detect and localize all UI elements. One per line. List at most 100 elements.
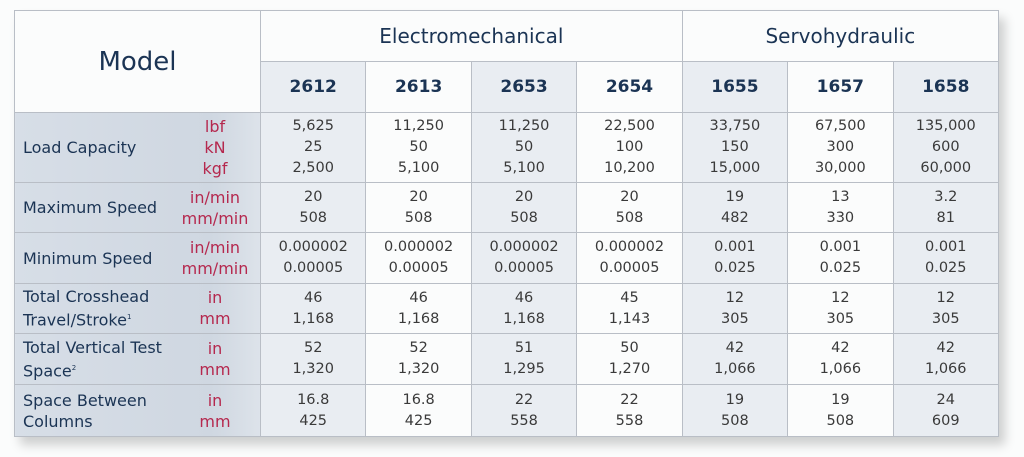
value-cell: 46 1,168	[259, 283, 367, 334]
parameter-name: Total Crosshead Travel/Stroke	[23, 287, 150, 330]
value: 0.025	[819, 260, 862, 276]
value: 1,168	[292, 310, 334, 327]
value-cell: 22 558	[576, 384, 683, 437]
unit-label: mm	[199, 411, 231, 431]
unit-label: in/min	[189, 187, 241, 207]
value-cell: 5,625 25 2,500	[259, 112, 367, 183]
value: 20	[620, 188, 639, 205]
value: 22	[514, 391, 534, 408]
value: 305	[721, 310, 749, 327]
group-electromechanical: Electromechanical	[260, 10, 683, 62]
value: 1,066	[819, 361, 862, 377]
value: 508	[510, 209, 538, 226]
unit-label: lbf	[204, 117, 226, 136]
value: 12	[725, 289, 745, 306]
value: 100	[615, 139, 644, 155]
value-cell: 42 1,066	[681, 333, 789, 385]
parameter-name: Load Capacity	[23, 138, 137, 157]
value: 45	[620, 289, 639, 306]
model-number-header: 1655	[681, 61, 789, 113]
model-number-header: 2612	[259, 61, 367, 113]
value: 1,168	[503, 310, 545, 327]
value: 42	[725, 340, 745, 356]
model-number-header: 2613	[365, 61, 472, 113]
value: 42	[936, 340, 955, 356]
value: 11,250	[393, 118, 444, 134]
value: 508	[404, 209, 433, 226]
unit-label: mm/min	[181, 208, 249, 228]
value-cell: 19 508	[681, 384, 789, 437]
value: 5,100	[503, 160, 545, 176]
unit-label: in	[207, 288, 223, 308]
parameter-name: Maximum Speed	[23, 198, 158, 217]
model-number-header: 1657	[787, 61, 894, 113]
value: 46	[409, 289, 428, 306]
model-number-header: 1658	[892, 61, 1000, 113]
unit-label: mm	[199, 309, 231, 329]
model-number-header: 2653	[470, 61, 578, 113]
model-header: Model	[14, 10, 261, 113]
value: 25	[303, 139, 323, 155]
unit-label: in	[207, 338, 223, 358]
value: 300	[826, 139, 855, 155]
row-label: Space Between Columns in mm	[14, 384, 261, 437]
units: in/min mm/min	[180, 187, 250, 229]
row-label: Minimum Speed in/min mm/min	[14, 232, 261, 284]
footnote-marker: 2	[71, 363, 77, 372]
value: 1,066	[925, 361, 967, 377]
value: 16.8	[402, 391, 435, 408]
value: 19	[831, 391, 850, 408]
table-row: Load Capacity lbf kN kgf 5,625 25 2,500 11,250 5…	[14, 112, 1000, 183]
table-row: Total Vertical Test Space2 in mm 52 1,320 52 1…	[14, 333, 1000, 385]
value: 10,200	[604, 160, 655, 176]
value: 2,500	[292, 160, 334, 176]
value-cell: 135,000 600 60,000	[892, 112, 1000, 183]
parameter-name: Total Vertical Test Space	[23, 337, 162, 381]
value: 24	[936, 391, 955, 408]
value: 46	[303, 289, 323, 306]
value: 508	[299, 209, 328, 226]
value-cell: 46 1,168	[365, 283, 472, 334]
value-cell: 3.2 81	[892, 182, 1000, 233]
value: 0.001	[925, 239, 967, 255]
value-cell: 42 1,066	[787, 333, 894, 385]
value: 60,000	[920, 160, 972, 176]
value: 51	[514, 340, 534, 356]
value: 20	[303, 188, 323, 205]
value: 305	[826, 310, 855, 327]
value-cell: 11,250 50 5,100	[365, 112, 472, 183]
value: 22	[620, 391, 639, 408]
value: 16.8	[297, 391, 330, 408]
value-cell: 11,250 50 5,100	[470, 112, 578, 183]
value: 22,500	[604, 118, 655, 134]
value: 0.001	[714, 239, 756, 255]
unit-label: mm	[199, 359, 231, 379]
value: 42	[831, 340, 850, 356]
value: 558	[615, 412, 644, 429]
value-cell: 0.000002 0.00005	[365, 232, 472, 284]
row-label: Maximum Speed in/min mm/min	[14, 182, 261, 233]
value-cell: 12 305	[787, 283, 894, 334]
value-cell: 20 508	[470, 182, 578, 233]
value: 0.00005	[494, 260, 555, 276]
table-row: Total Crosshead Travel/Stroke1 in mm 46 1,16…	[14, 283, 1000, 334]
value-cell: 52 1,320	[365, 333, 472, 385]
parameter-name: Minimum Speed	[23, 248, 153, 268]
value-cell: 0.000002 0.00005	[576, 232, 683, 284]
value-cell: 22,500 100 10,200	[576, 112, 683, 183]
value: 11,250	[498, 118, 550, 134]
row-label: Total Vertical Test Space2 in mm	[14, 333, 261, 385]
value-cell: 19 482	[681, 182, 789, 233]
value-cell: 19 508	[787, 384, 894, 437]
value: 5,625	[292, 118, 334, 134]
value: 0.000002	[594, 239, 665, 255]
value: 20	[409, 188, 428, 205]
value: 508	[721, 412, 749, 429]
value: 0.00005	[599, 260, 660, 276]
value-cell: 16.8 425	[365, 384, 472, 437]
table-row: Space Between Columns in mm 16.8 425 16.8 425 2…	[14, 384, 1000, 437]
value-cell: 20 508	[365, 182, 472, 233]
unit-label: mm/min	[181, 259, 249, 278]
parameter-name: Space Between Columns	[23, 390, 147, 431]
units: in mm	[180, 338, 250, 380]
